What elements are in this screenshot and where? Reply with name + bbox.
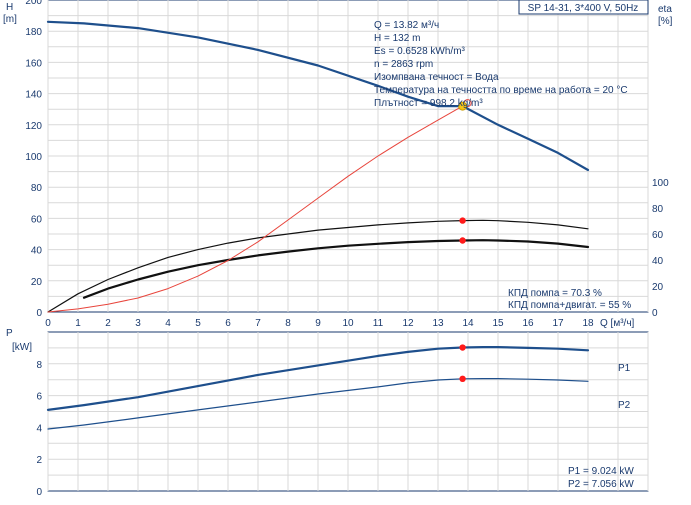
info-line: Температура на течността по време на раб… <box>374 84 628 96</box>
bottom-series <box>46 344 590 430</box>
x-tick-label: 16 <box>522 318 534 329</box>
x-tick-label: 10 <box>342 318 354 329</box>
x-tick-label: 9 <box>315 318 321 329</box>
x-tick-label: 17 <box>552 318 564 329</box>
p2-series-label: P2 <box>618 400 631 411</box>
pump-efficiency-curve <box>47 219 589 313</box>
power-tick-label: 8 <box>36 360 42 371</box>
info-line: Изомпвана течност = Вода <box>374 72 499 83</box>
x-tick-label: 8 <box>285 318 291 329</box>
power-label: P1 = 9.024 kW <box>568 466 634 477</box>
info-line: n = 2863 rpm <box>374 59 433 70</box>
y-tick-label: 100 <box>25 152 42 163</box>
x-tick-label: 14 <box>462 318 474 329</box>
eta-tick-label: 20 <box>652 282 664 293</box>
duty-point-marker <box>458 101 468 111</box>
eta-axis-unit: [%] <box>658 16 673 27</box>
x-axis-label: Q [м³/ч] <box>600 318 635 329</box>
power-label: P2 = 7.056 kW <box>568 479 634 490</box>
info-line: Плътност = 998.2 kg/m³ <box>374 98 483 109</box>
top-grid <box>47 0 649 313</box>
eta-tick-label: 100 <box>652 178 669 189</box>
efficiency-label: КПД помпа = 70.3 % <box>508 288 602 299</box>
p1-series-label: P1 <box>618 363 631 374</box>
y-tick-label: 0 <box>36 308 42 319</box>
eta-axis-label: eta <box>658 4 672 15</box>
eta-tick-label: 40 <box>652 256 664 267</box>
power-tick-label: 2 <box>36 455 42 466</box>
pump-efficiency-marker <box>459 217 466 224</box>
y-tick-label: 200 <box>25 0 42 7</box>
tick-labels: 0 1 2 3 4 5 6 7 8 9 10 11 12 13 14 15 16 17 18 Q [м³/ч]0204… <box>25 0 669 498</box>
p2-duty-marker <box>459 375 466 383</box>
eta-tick-label: 80 <box>652 204 664 215</box>
x-tick-label: 15 <box>492 318 504 329</box>
eta-tick-label: 60 <box>652 230 664 241</box>
chart-labels: H[m] eta[%] P [kW] SP 14-31, 3*400 V, 50Hz Q … <box>3 0 673 490</box>
x-tick-label: 1 <box>75 318 81 329</box>
x-tick-label: 2 <box>105 318 111 329</box>
p1-duty-marker <box>459 344 466 351</box>
system-curve <box>47 99 469 313</box>
y-tick-label: 180 <box>25 27 42 38</box>
power-axis-unit: [kW] <box>12 342 32 353</box>
x-tick-label: 5 <box>195 318 201 329</box>
top-series <box>46 20 590 313</box>
y-tick-label: 140 <box>25 90 42 101</box>
eta-tick-label: 0 <box>652 308 658 319</box>
y-tick-label: 120 <box>25 121 42 132</box>
x-tick-label: 11 <box>373 318 384 329</box>
total-efficiency-marker <box>459 237 466 244</box>
model-label: SP 14-31, 3*400 V, 50Hz <box>528 3 639 14</box>
power-tick-label: 0 <box>36 487 42 498</box>
info-line: Es = 0.6528 kWh/m³ <box>374 46 466 57</box>
power-tick-label: 6 <box>36 392 42 403</box>
y-tick-label: 80 <box>31 183 43 194</box>
y-tick-label: 160 <box>25 58 42 69</box>
x-tick-label: 4 <box>165 318 171 329</box>
info-line: Q = 13.82 м³/ч <box>374 20 439 31</box>
x-tick-label: 7 <box>255 318 261 329</box>
p1-curve <box>46 346 590 411</box>
head-axis-unit: [m] <box>3 14 17 25</box>
y-tick-label: 60 <box>31 214 43 225</box>
efficiency-label: КПД помпа+двигат. = 55 % <box>508 300 631 311</box>
bottom-grid <box>47 331 649 492</box>
total-efficiency-curve <box>82 239 590 299</box>
power-tick-label: 4 <box>36 423 42 434</box>
x-tick-label: 3 <box>135 318 141 329</box>
y-tick-label: 40 <box>31 246 43 257</box>
power-axis-label: P <box>6 328 13 339</box>
y-tick-label: 20 <box>31 277 43 288</box>
x-tick-label: 0 <box>45 318 51 329</box>
p2-curve <box>47 378 589 430</box>
head-curve <box>46 20 590 172</box>
x-tick-label: 13 <box>432 318 444 329</box>
info-line: H = 132 m <box>374 33 420 44</box>
x-tick-label: 18 <box>582 318 594 329</box>
model-label-box <box>518 0 649 15</box>
x-tick-label: 12 <box>402 318 414 329</box>
x-tick-label: 6 <box>225 318 231 329</box>
head-axis-label: H <box>6 2 13 13</box>
